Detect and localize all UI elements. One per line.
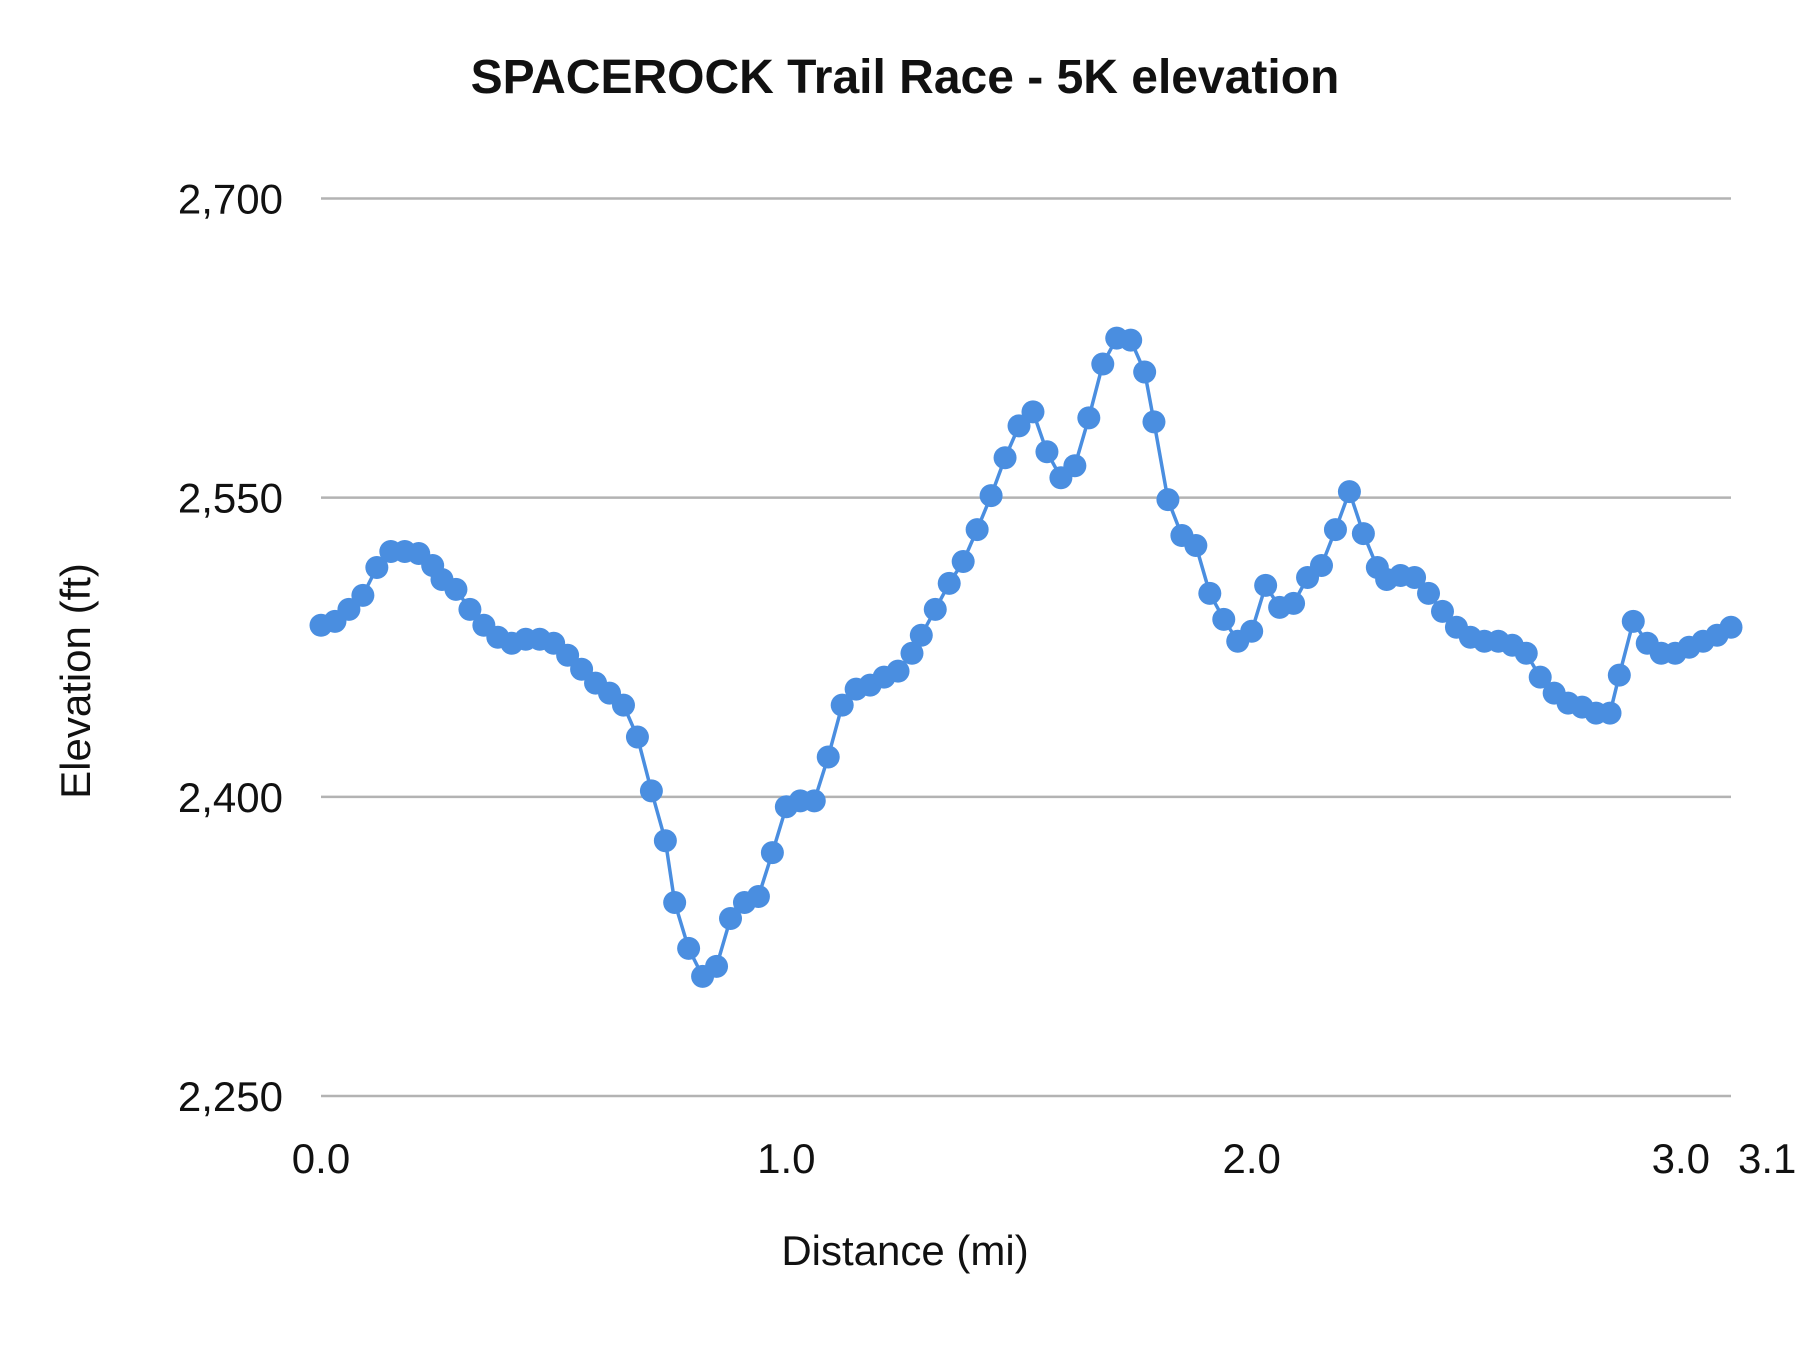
x-tick-label: 2.0: [1222, 1135, 1280, 1182]
data-point: [760, 841, 784, 865]
x-axis-title: Distance (mi): [781, 1227, 1028, 1274]
data-point: [556, 643, 580, 667]
data-point: [1323, 518, 1347, 542]
data-point: [351, 583, 375, 607]
y-tick-label: 2,700: [178, 176, 283, 223]
data-point: [1021, 400, 1045, 424]
data-point: [802, 789, 826, 813]
data-point: [909, 623, 933, 647]
data-point: [830, 693, 854, 717]
data-point: [719, 906, 743, 930]
data-point: [1091, 352, 1115, 376]
data-point: [1621, 609, 1645, 633]
data-point: [337, 597, 361, 621]
data-point: [677, 936, 701, 960]
data-point: [1403, 565, 1427, 589]
data-point: [1417, 581, 1441, 605]
y-tick-label: 2,400: [178, 774, 283, 821]
data-point: [951, 549, 975, 573]
data-point: [1240, 619, 1264, 643]
chart-title: SPACEROCK Trail Race - 5K elevation: [471, 51, 1340, 104]
y-tick-label: 2,550: [178, 475, 283, 522]
x-tick-label: 3.1: [1738, 1135, 1796, 1182]
x-axis-ticks: 0.0 1.0 2.0 3.0 3.1: [292, 1135, 1797, 1182]
data-point: [1198, 581, 1222, 605]
data-point: [1607, 663, 1631, 687]
data-point: [1337, 480, 1361, 504]
data-point: [1007, 414, 1031, 438]
data-point: [1063, 454, 1087, 478]
y-tick-label: 2,250: [178, 1073, 283, 1120]
data-point: [570, 657, 594, 681]
data-point: [1430, 599, 1454, 623]
x-tick-label: 0.0: [292, 1135, 350, 1182]
data-point: [900, 641, 924, 665]
data-point: [444, 577, 468, 601]
data-point: [705, 954, 729, 978]
data-point: [611, 693, 635, 717]
x-tick-label: 1.0: [757, 1135, 815, 1182]
data-point: [1282, 591, 1306, 615]
y-axis-ticks: 2,250 2,400 2,550 2,700: [178, 176, 283, 1121]
data-point: [639, 779, 663, 803]
data-point: [937, 571, 961, 595]
data-point: [365, 555, 389, 579]
data-point: [1309, 553, 1333, 577]
data-point: [1598, 701, 1622, 725]
gridlines: [321, 197, 1731, 1098]
data-point: [965, 518, 989, 542]
data-point: [1142, 410, 1166, 434]
data-point: [653, 829, 677, 853]
data-point: [1528, 665, 1552, 689]
data-point: [1119, 328, 1143, 352]
data-point: [1212, 607, 1236, 631]
data-point: [1077, 406, 1101, 430]
data-point: [1184, 534, 1208, 558]
data-point: [1514, 641, 1538, 665]
data-point: [663, 891, 687, 915]
data-point: [1156, 488, 1180, 512]
data-point: [886, 659, 910, 683]
data-point: [1351, 522, 1375, 546]
data-point: [979, 484, 1003, 508]
data-point: [1133, 360, 1157, 384]
data-point: [923, 597, 947, 621]
data-point: [458, 597, 482, 621]
y-axis-title: Elevation (ft): [52, 563, 99, 799]
data-point: [1035, 440, 1059, 464]
data-point: [1254, 573, 1278, 597]
data-point: [1719, 615, 1743, 639]
data-point: [625, 725, 649, 749]
data-point: [746, 885, 770, 909]
data-point: [993, 446, 1017, 470]
data-point: [816, 745, 840, 769]
x-tick-label: 3.0: [1652, 1135, 1710, 1182]
elevation-series: [309, 326, 1743, 988]
